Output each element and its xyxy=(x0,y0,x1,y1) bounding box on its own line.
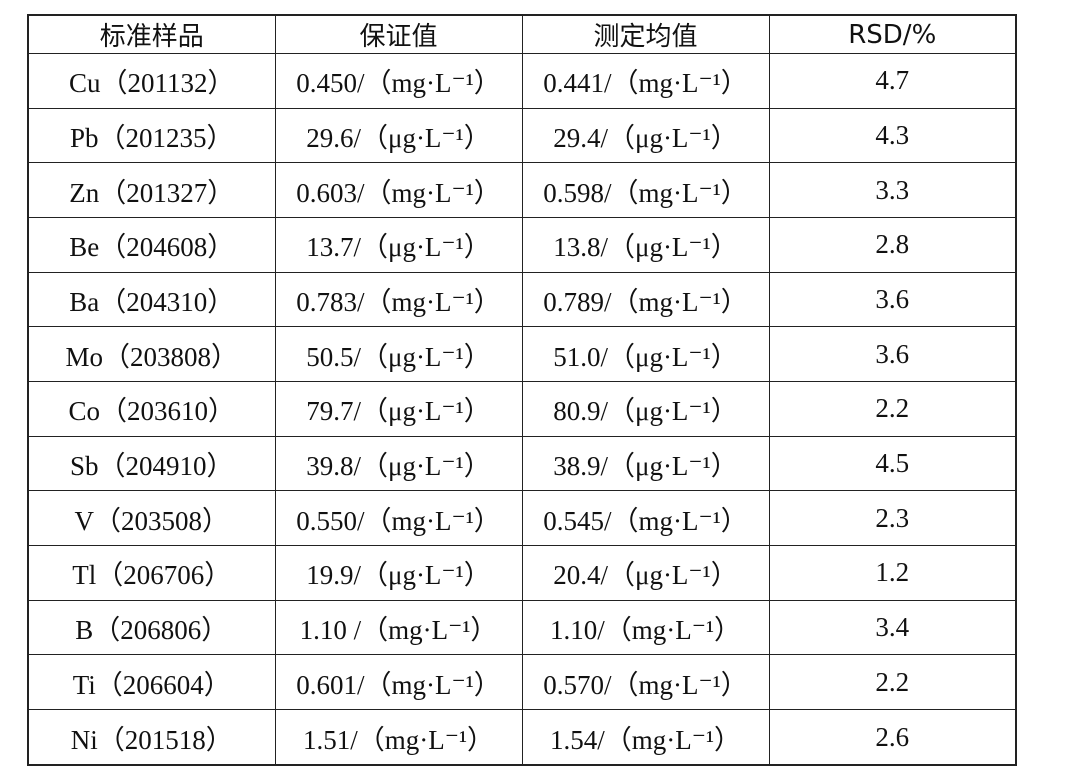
table-cell: Ba（204310） xyxy=(27,271,276,328)
table-cell: B（206806） xyxy=(27,599,276,656)
table-row: Zn（201327） 0.603/（mg·L⁻¹） 0.598/（mg·L⁻¹） 3.… xyxy=(27,162,1017,219)
table-cell: Be（204608） xyxy=(27,217,276,273)
table-cell: 13.7/（μg·L⁻¹） xyxy=(274,217,523,273)
table-cell: 1.51/（mg·L⁻¹） xyxy=(274,709,523,766)
table-row: Ba（204310） 0.783/（mg·L⁻¹） 0.789/（mg·L⁻¹） 3.… xyxy=(27,271,1017,328)
table-cell: 13.8/（μg·L⁻¹） xyxy=(521,217,770,273)
table-cell: 0.545/（mg·L⁻¹） xyxy=(521,490,770,547)
table-row: Ni（201518） 1.51/（mg·L⁻¹） 1.54/（mg·L⁻¹） 2.6 xyxy=(27,709,1017,766)
table-cell: 0.550/（mg·L⁻¹） xyxy=(274,490,523,547)
table-cell: 20.4/（μg·L⁻¹） xyxy=(521,545,770,601)
table-header: 标准样品 保证值 测定均值 RSD/% xyxy=(27,14,1017,54)
table-row: Cu（201132） 0.450/（mg·L⁻¹） 0.441/（mg·L⁻¹） 4.… xyxy=(27,53,1017,109)
table-row: Pb（201235） 29.6/（μg·L⁻¹） 29.4/（μg·L⁻¹） 4.3 xyxy=(27,107,1017,164)
table-cell: 0.789/（mg·L⁻¹） xyxy=(521,271,770,328)
table-cell: 2.2 xyxy=(768,654,1017,711)
table-cell: 29.4/（μg·L⁻¹） xyxy=(521,107,770,164)
table-cell: 1.10/（mg·L⁻¹） xyxy=(521,599,770,656)
table-cell: 1.10 /（mg·L⁻¹） xyxy=(274,599,523,656)
table-row: Sb（204910） 39.8/（μg·L⁻¹） 38.9/（μg·L⁻¹） 4.5 xyxy=(27,435,1017,492)
table-cell: 80.9/（μg·L⁻¹） xyxy=(521,381,770,437)
table-cell: Tl（206706） xyxy=(27,545,276,601)
table-cell: 1.54/（mg·L⁻¹） xyxy=(521,709,770,766)
table-cell: Pb（201235） xyxy=(27,107,276,164)
table-cell: 0.441/（mg·L⁻¹） xyxy=(521,53,770,109)
table-row: Be（204608） 13.7/（μg·L⁻¹） 13.8/（μg·L⁻¹） 2.8 xyxy=(27,217,1017,273)
table-body: Cu（201132） 0.450/（mg·L⁻¹） 0.441/（mg·L⁻¹） 4.… xyxy=(27,53,1017,766)
table-cell: 2.6 xyxy=(768,709,1017,766)
table-cell: 0.783/（mg·L⁻¹） xyxy=(274,271,523,328)
table-cell: 39.8/（μg·L⁻¹） xyxy=(274,435,523,492)
table-cell: 79.7/（μg·L⁻¹） xyxy=(274,381,523,437)
table-cell: 0.603/（mg·L⁻¹） xyxy=(274,162,523,219)
table-row: V（203508） 0.550/（mg·L⁻¹） 0.545/（mg·L⁻¹） 2.3 xyxy=(27,490,1017,547)
table-cell: 19.9/（μg·L⁻¹） xyxy=(274,545,523,601)
header-cell: 保证值 xyxy=(274,14,523,54)
table-cell: Sb（204910） xyxy=(27,435,276,492)
table-cell: 38.9/（μg·L⁻¹） xyxy=(521,435,770,492)
table-cell: 3.4 xyxy=(768,599,1017,656)
table-cell: Cu（201132） xyxy=(27,53,276,109)
table-cell: Mo（203808） xyxy=(27,326,276,383)
header-cell: 测定均值 xyxy=(521,14,770,54)
table-cell: 0.598/（mg·L⁻¹） xyxy=(521,162,770,219)
table-row: B（206806） 1.10 /（mg·L⁻¹） 1.10/（mg·L⁻¹） 3.4 xyxy=(27,599,1017,656)
table-cell: 3.6 xyxy=(768,326,1017,383)
table-row: Ti（206604） 0.601/（mg·L⁻¹） 0.570/（mg·L⁻¹） 2.… xyxy=(27,654,1017,711)
table-cell: 4.7 xyxy=(768,53,1017,109)
table-cell: Zn（201327） xyxy=(27,162,276,219)
table-cell: Ti（206604） xyxy=(27,654,276,711)
data-table: 标准样品 保证值 测定均值 RSD/% Cu（201132） 0.450/（mg·L⁻¹… xyxy=(27,14,1017,766)
table-row: Mo（203808） 50.5/（μg·L⁻¹） 51.0/（μg·L⁻¹） 3.6 xyxy=(27,326,1017,383)
table-cell: 2.8 xyxy=(768,217,1017,273)
table-cell: Co（203610） xyxy=(27,381,276,437)
header-cell: 标准样品 xyxy=(27,14,276,54)
table-cell: 0.570/（mg·L⁻¹） xyxy=(521,654,770,711)
table-cell: 29.6/（μg·L⁻¹） xyxy=(274,107,523,164)
table-cell: V（203508） xyxy=(27,490,276,547)
table-row: Tl（206706） 19.9/（μg·L⁻¹） 20.4/（μg·L⁻¹） 1.2 xyxy=(27,545,1017,601)
table-cell: 51.0/（μg·L⁻¹） xyxy=(521,326,770,383)
table-cell: 2.2 xyxy=(768,381,1017,437)
header-cell: RSD/% xyxy=(768,14,1017,54)
table-cell: 2.3 xyxy=(768,490,1017,547)
table-cell: 0.601/（mg·L⁻¹） xyxy=(274,654,523,711)
table-cell: 50.5/（μg·L⁻¹） xyxy=(274,326,523,383)
table-cell: 4.3 xyxy=(768,107,1017,164)
table-row: Co（203610） 79.7/（μg·L⁻¹） 80.9/（μg·L⁻¹） 2.2 xyxy=(27,381,1017,437)
header-row: 标准样品 保证值 测定均值 RSD/% xyxy=(27,14,1017,54)
table-cell: 1.2 xyxy=(768,545,1017,601)
table-cell: 3.3 xyxy=(768,162,1017,219)
table-cell: 4.5 xyxy=(768,435,1017,492)
table-cell: Ni（201518） xyxy=(27,709,276,766)
table-cell: 0.450/（mg·L⁻¹） xyxy=(274,53,523,109)
table-cell: 3.6 xyxy=(768,271,1017,328)
